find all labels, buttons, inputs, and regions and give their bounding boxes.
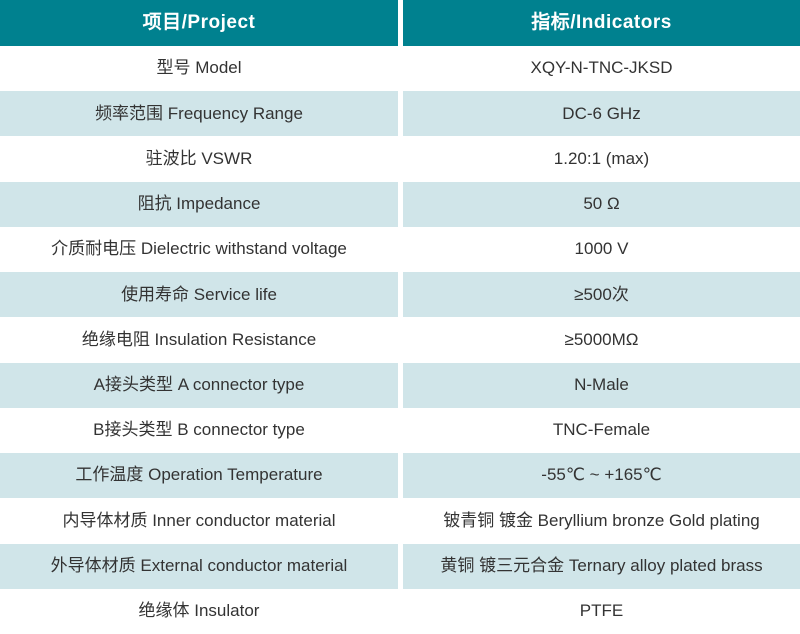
table-row: 驻波比 VSWR 1.20:1 (max) bbox=[0, 136, 800, 182]
indicator-cell: PTFE bbox=[403, 588, 800, 634]
table-row: 使用寿命 Service life ≥500次 bbox=[0, 272, 800, 318]
indicator-cell: ≥500次 bbox=[403, 272, 800, 318]
column-divider bbox=[398, 226, 403, 273]
header-indicators-cell: 指标/Indicators bbox=[403, 0, 800, 46]
project-cell: 介质耐电压 Dielectric withstand voltage bbox=[0, 226, 398, 273]
project-cell: 内导体材质 Inner conductor material bbox=[0, 498, 398, 544]
table-row: 频率范围 Frequency Range DC-6 GHz bbox=[0, 91, 800, 137]
project-cell: 驻波比 VSWR bbox=[0, 136, 398, 182]
column-divider bbox=[398, 588, 403, 634]
column-divider bbox=[398, 91, 403, 137]
column-divider bbox=[398, 362, 403, 408]
project-cell: 绝缘体 Insulator bbox=[0, 588, 398, 634]
table-row: B接头类型 B connector type TNC-Female bbox=[0, 407, 800, 454]
column-divider bbox=[398, 453, 403, 499]
table-row: A接头类型 A connector type N-Male bbox=[0, 362, 800, 408]
table-header-row: 项目/Project 指标/Indicators bbox=[0, 0, 800, 46]
column-divider bbox=[398, 0, 403, 46]
project-cell: 外导体材质 External conductor material bbox=[0, 543, 398, 589]
project-cell: 型号 Model bbox=[0, 46, 398, 92]
column-divider bbox=[398, 181, 403, 227]
project-cell: B接头类型 B connector type bbox=[0, 407, 398, 454]
table-row: 内导体材质 Inner conductor material 铍青铜 镀金 Be… bbox=[0, 498, 800, 544]
project-cell: 阻抗 Impedance bbox=[0, 181, 398, 227]
indicator-cell: TNC-Female bbox=[403, 407, 800, 454]
indicator-cell: N-Male bbox=[403, 362, 800, 408]
project-cell: A接头类型 A connector type bbox=[0, 362, 398, 408]
column-divider bbox=[398, 46, 403, 92]
column-divider bbox=[398, 543, 403, 589]
indicator-cell: 黄铜 镀三元合金 Ternary alloy plated brass bbox=[403, 543, 800, 589]
indicator-cell: 1000 V bbox=[403, 226, 800, 273]
column-divider bbox=[398, 317, 403, 363]
column-divider bbox=[398, 272, 403, 318]
table-row: 介质耐电压 Dielectric withstand voltage 1000 … bbox=[0, 226, 800, 273]
table-row: 型号 Model XQY-N-TNC-JKSD bbox=[0, 46, 800, 92]
table-row: 阻抗 Impedance 50 Ω bbox=[0, 181, 800, 227]
project-cell: 绝缘电阻 Insulation Resistance bbox=[0, 317, 398, 363]
column-divider bbox=[398, 498, 403, 544]
project-cell: 工作温度 Operation Temperature bbox=[0, 453, 398, 499]
indicator-cell: 1.20:1 (max) bbox=[403, 136, 800, 182]
project-cell: 频率范围 Frequency Range bbox=[0, 91, 398, 137]
project-cell: 使用寿命 Service life bbox=[0, 272, 398, 318]
indicator-cell: XQY-N-TNC-JKSD bbox=[403, 46, 800, 92]
header-project-cell: 项目/Project bbox=[0, 0, 398, 46]
column-divider bbox=[398, 407, 403, 454]
indicator-cell: 50 Ω bbox=[403, 181, 800, 227]
table-row: 工作温度 Operation Temperature -55℃ ~ +165℃ bbox=[0, 453, 800, 499]
indicator-cell: 铍青铜 镀金 Beryllium bronze Gold plating bbox=[403, 498, 800, 544]
indicator-cell: ≥5000MΩ bbox=[403, 317, 800, 363]
table-row: 外导体材质 External conductor material 黄铜 镀三元… bbox=[0, 543, 800, 589]
indicator-cell: DC-6 GHz bbox=[403, 91, 800, 137]
column-divider bbox=[398, 136, 403, 182]
table-row: 绝缘电阻 Insulation Resistance ≥5000MΩ bbox=[0, 317, 800, 363]
table-row: 绝缘体 Insulator PTFE bbox=[0, 588, 800, 634]
indicator-cell: -55℃ ~ +165℃ bbox=[403, 453, 800, 499]
